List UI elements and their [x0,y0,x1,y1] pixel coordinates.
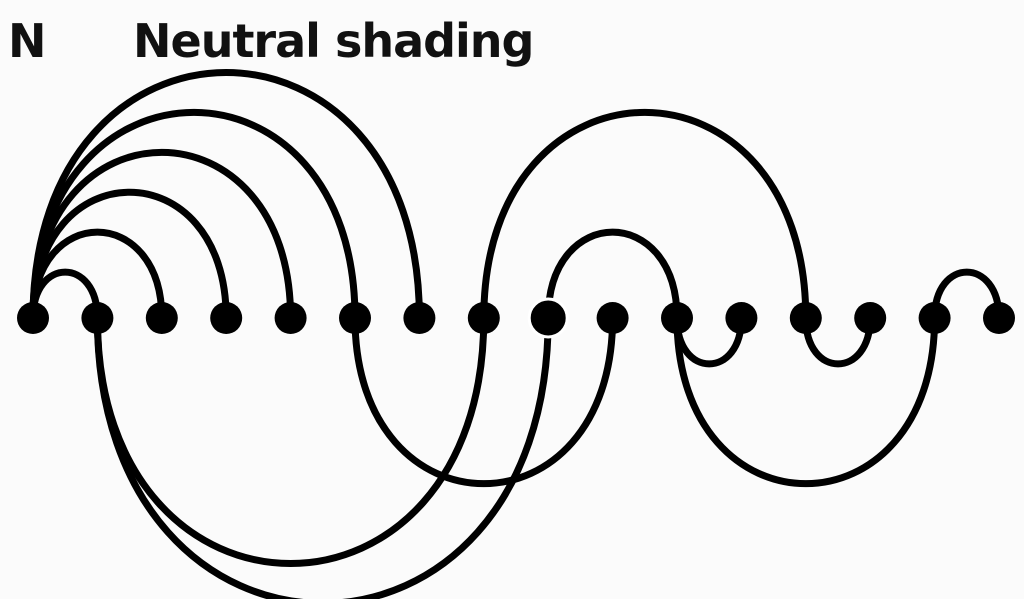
arc-layer [29,69,1003,599]
node-14 [918,302,951,334]
upper-arc-14-15 [931,268,1003,322]
node-12 [789,302,822,334]
node-4 [274,302,307,334]
lower-arc-5-9 [351,314,617,487]
panel-title: Neutral shading [133,14,534,68]
upper-arc-8-10 [544,228,681,322]
node-13 [854,302,887,334]
node-6 [403,302,436,334]
lower-arc-12-13 [802,314,874,368]
node-0 [17,302,49,334]
node-11 [725,302,758,334]
node-7 [467,302,500,334]
node-10 [661,302,693,334]
upper-arc-0-6 [29,69,423,322]
node-layer [17,297,1015,339]
node-15 [983,302,1015,334]
upper-arc-0-5 [29,108,359,322]
node-2 [145,302,178,334]
node-3 [210,302,243,334]
lower-arc-1-7 [93,314,488,567]
upper-arc-7-12 [480,108,810,322]
lower-arc-10-14 [673,314,939,487]
node-1 [81,302,114,334]
panel-letter: N [8,14,47,68]
lower-arc-1-8 [93,314,552,599]
node-9 [596,302,629,334]
node-highlighted-8 [527,297,569,339]
node-5 [339,302,371,334]
